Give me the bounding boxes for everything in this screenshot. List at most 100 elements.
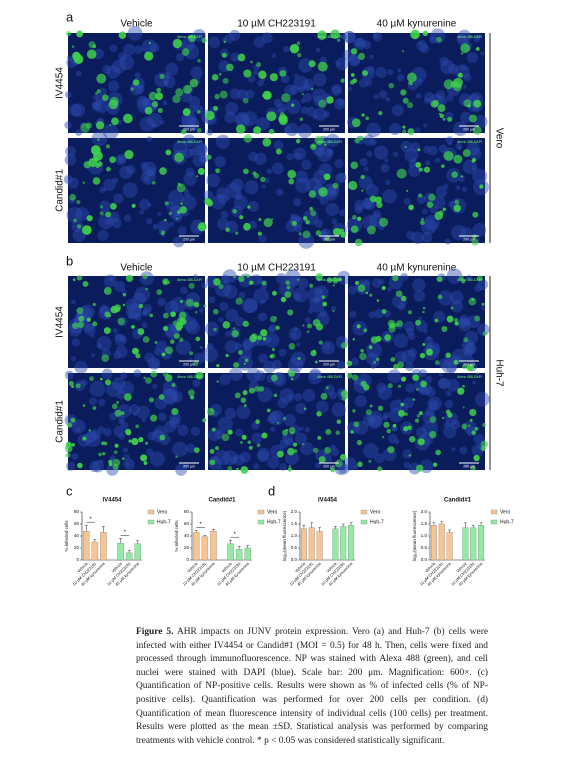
- nucleus: [189, 148, 197, 156]
- np-signal: [368, 459, 372, 463]
- nucleus: [336, 61, 341, 66]
- np-signal: [352, 215, 357, 220]
- nucleus: [125, 461, 130, 466]
- np-signal: [176, 217, 179, 220]
- np-signal: [354, 280, 360, 285]
- nucleus: [368, 311, 376, 319]
- np-signal: [262, 137, 272, 147]
- np-signal: [221, 433, 230, 442]
- np-signal: [160, 230, 166, 236]
- nucleus: [443, 424, 457, 439]
- np-signal: [227, 429, 233, 435]
- np-signal: [462, 406, 465, 409]
- nucleus: [453, 121, 468, 137]
- np-signal: [250, 280, 254, 284]
- np-signal: [316, 411, 322, 417]
- scale-bar-label: 200 µm: [183, 127, 195, 131]
- nucleus: [443, 421, 451, 428]
- nucleus: [133, 312, 142, 321]
- np-signal: [421, 217, 424, 221]
- np-signal: [400, 376, 407, 382]
- nucleus: [253, 288, 269, 304]
- np-signal: [233, 275, 236, 279]
- nucleus: [276, 103, 287, 114]
- np-signal: [103, 287, 112, 295]
- np-signal: [314, 135, 324, 146]
- nucleus: [402, 449, 413, 459]
- np-signal: [97, 138, 100, 141]
- significance-label: *: [124, 530, 127, 536]
- np-signal: [195, 371, 204, 380]
- np-signal: [402, 129, 407, 134]
- error-bar: [333, 526, 337, 529]
- nucleus: [133, 369, 142, 377]
- np-signal: [291, 377, 294, 381]
- nucleus: [374, 145, 389, 160]
- np-signal: [117, 317, 125, 326]
- nucleus: [444, 238, 451, 245]
- np-signal: [72, 322, 79, 330]
- nucleus: [382, 415, 388, 421]
- np-signal: [287, 447, 295, 456]
- np-signal: [132, 347, 139, 355]
- np-signal: [211, 74, 219, 81]
- np-signal: [176, 210, 181, 215]
- np-signal: [377, 405, 384, 411]
- np-signal: [163, 280, 168, 284]
- stain-label: Alexa 488-DAPI: [177, 375, 202, 379]
- np-signal: [336, 419, 342, 424]
- nucleus: [224, 331, 231, 337]
- nucleus: [464, 348, 473, 358]
- nucleus: [247, 75, 256, 83]
- np-signal: [242, 390, 248, 396]
- np-signal: [93, 151, 103, 161]
- bar: [332, 528, 339, 561]
- np-signal: [310, 87, 314, 91]
- nucleus: [372, 33, 379, 40]
- error-bar: [432, 522, 436, 526]
- nucleus: [123, 214, 132, 222]
- nucleus: [329, 447, 340, 457]
- np-signal: [290, 431, 294, 435]
- y-tick-label: 80: [184, 509, 190, 514]
- np-signal: [252, 171, 257, 176]
- nucleus: [144, 352, 155, 363]
- np-signal: [255, 419, 260, 425]
- np-signal: [80, 123, 90, 133]
- nucleus: [127, 313, 134, 320]
- np-signal: [390, 357, 396, 362]
- nucleus: [363, 134, 375, 146]
- error-bar: [349, 522, 353, 526]
- np-signal: [132, 79, 140, 86]
- np-signal: [381, 309, 387, 314]
- np-signal: [418, 411, 423, 416]
- bar: [227, 543, 234, 561]
- np-signal: [262, 94, 265, 98]
- np-signal: [291, 103, 295, 107]
- np-signal: [332, 182, 339, 189]
- nucleus: [377, 385, 392, 400]
- np-signal: [303, 216, 308, 221]
- nucleus: [125, 298, 138, 311]
- legend-swatch: [257, 509, 265, 515]
- error-bar: [237, 545, 241, 550]
- stain-label: Alexa 488-DAPI: [457, 35, 482, 39]
- np-signal: [400, 295, 407, 302]
- nucleus: [113, 193, 124, 204]
- nucleus: [374, 308, 384, 319]
- np-signal: [240, 441, 243, 445]
- np-signal: [110, 202, 117, 210]
- np-signal: [222, 77, 229, 84]
- nucleus: [239, 347, 252, 360]
- np-signal: [470, 465, 476, 471]
- np-signal: [463, 337, 469, 343]
- nucleus: [397, 73, 405, 82]
- np-signal: [386, 428, 392, 434]
- nucleus: [97, 229, 109, 241]
- nucleus: [321, 229, 327, 235]
- nucleus: [109, 455, 116, 461]
- np-signal: [221, 52, 227, 58]
- np-signal: [151, 101, 159, 108]
- np-signal: [242, 320, 249, 327]
- nucleus: [165, 62, 179, 76]
